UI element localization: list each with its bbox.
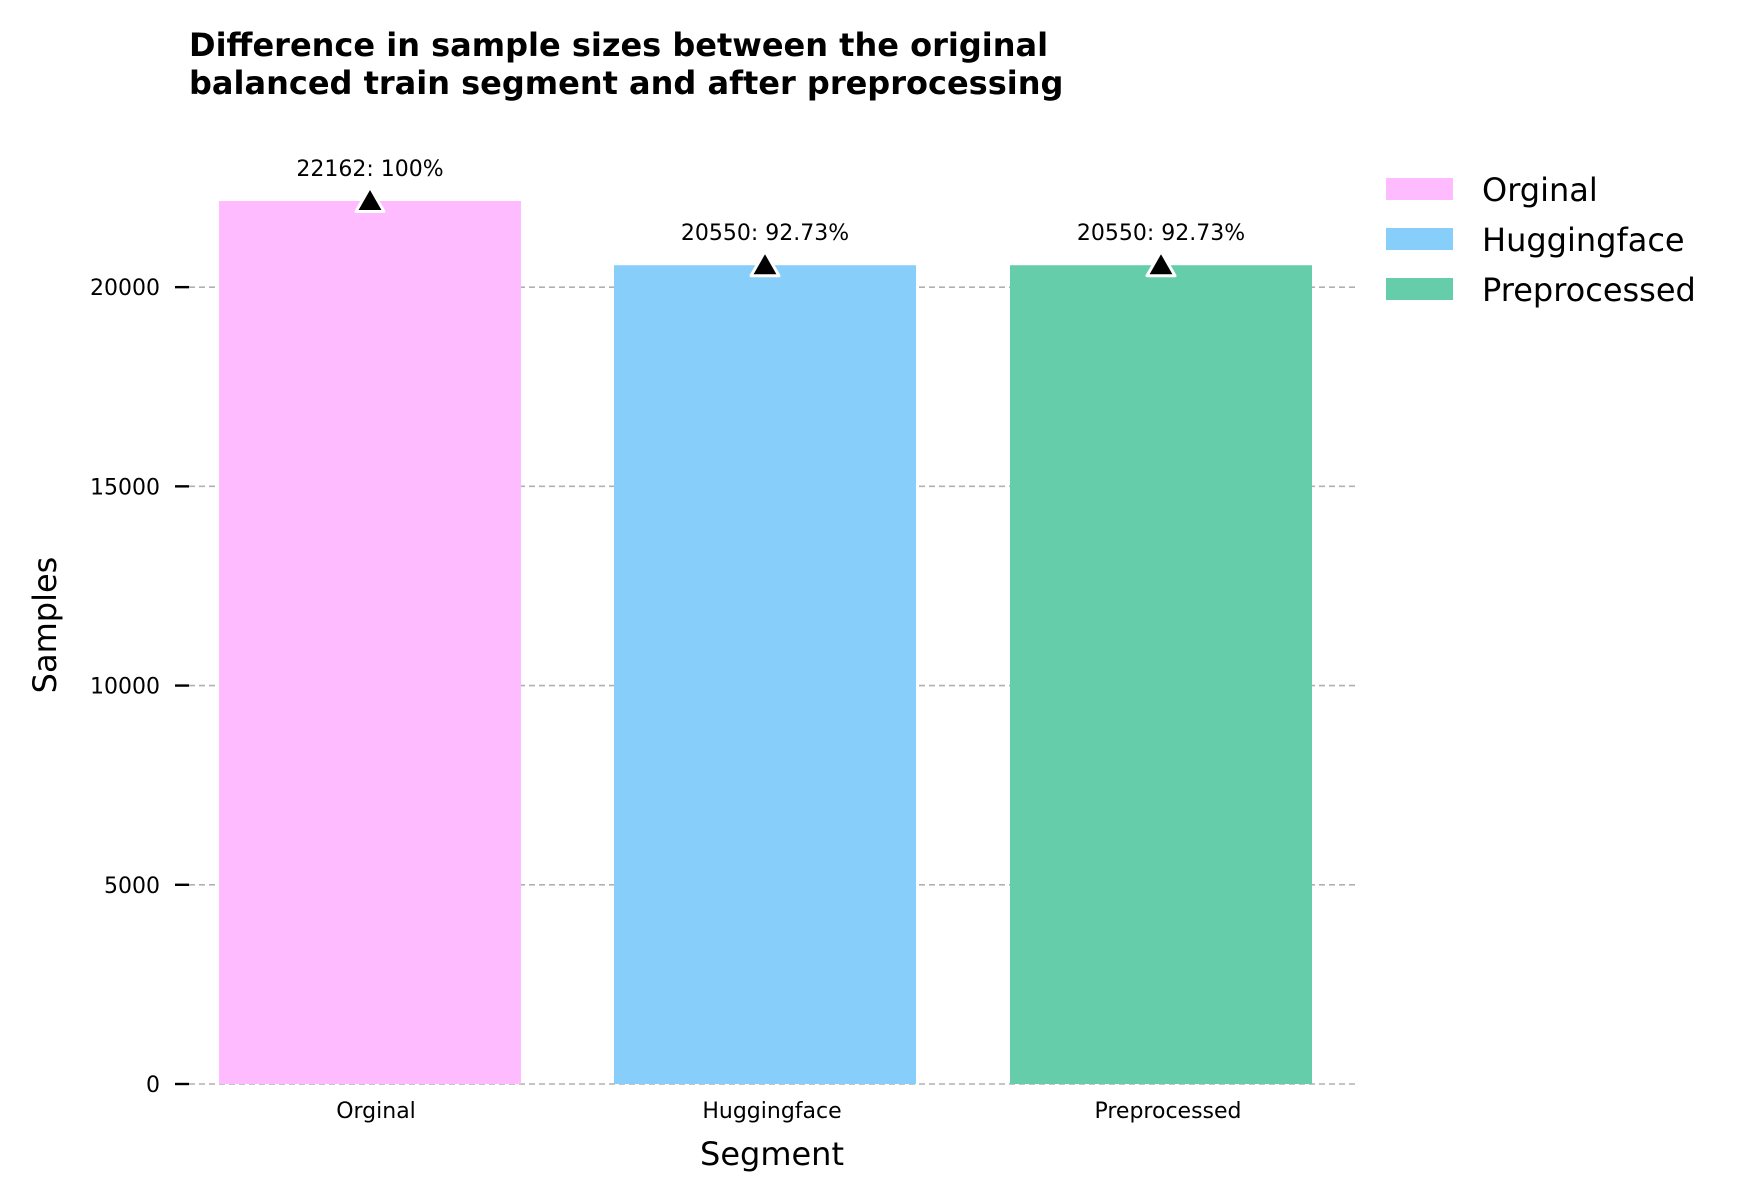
bar-markers xyxy=(354,185,1177,278)
bars xyxy=(219,201,1312,1084)
x-axis-label: Segment xyxy=(700,1135,844,1173)
y-tick-label: 5000 xyxy=(104,874,160,899)
data-label: 20550: 92.73% xyxy=(681,221,849,246)
x-tick-label: Orginal xyxy=(336,1099,416,1124)
x-tick-label: Huggingface xyxy=(702,1099,841,1124)
legend: Orginal Huggingface Preprocessed xyxy=(1386,171,1696,309)
legend-swatch xyxy=(1386,178,1453,200)
chart-title-line-1: Difference in sample sizes between the o… xyxy=(189,26,1048,64)
legend-label: Preprocessed xyxy=(1482,271,1696,309)
y-axis-ticks: 0 5000 10000 15000 20000 xyxy=(90,276,189,1098)
chart-title-line-2: balanced train segment and after preproc… xyxy=(189,64,1063,102)
y-tick-label: 20000 xyxy=(90,276,160,301)
legend-label: Orginal xyxy=(1482,171,1598,209)
y-tick-label: 10000 xyxy=(90,675,160,700)
legend-swatch xyxy=(1386,278,1453,300)
y-tick-label: 0 xyxy=(146,1073,160,1098)
legend-label: Huggingface xyxy=(1482,221,1685,259)
y-axis-label: Samples xyxy=(26,557,64,694)
bar-orginal xyxy=(219,201,521,1084)
legend-swatch xyxy=(1386,228,1453,250)
x-axis-ticks: Orginal Huggingface Preprocessed xyxy=(336,1099,1241,1124)
x-tick-label: Preprocessed xyxy=(1094,1099,1241,1124)
chart-title: Difference in sample sizes between the o… xyxy=(189,26,1063,102)
triangle-marker xyxy=(749,249,781,278)
bar-preprocessed xyxy=(1010,265,1312,1084)
triangle-marker xyxy=(1145,249,1177,278)
bar-data-labels: 22162: 100% 20550: 92.73% 20550: 92.73% xyxy=(296,157,1245,246)
data-label: 22162: 100% xyxy=(296,157,443,182)
y-tick-label: 15000 xyxy=(90,475,160,500)
bar-huggingface xyxy=(614,265,916,1084)
triangle-marker xyxy=(354,185,386,213)
data-label: 20550: 92.73% xyxy=(1077,221,1245,246)
